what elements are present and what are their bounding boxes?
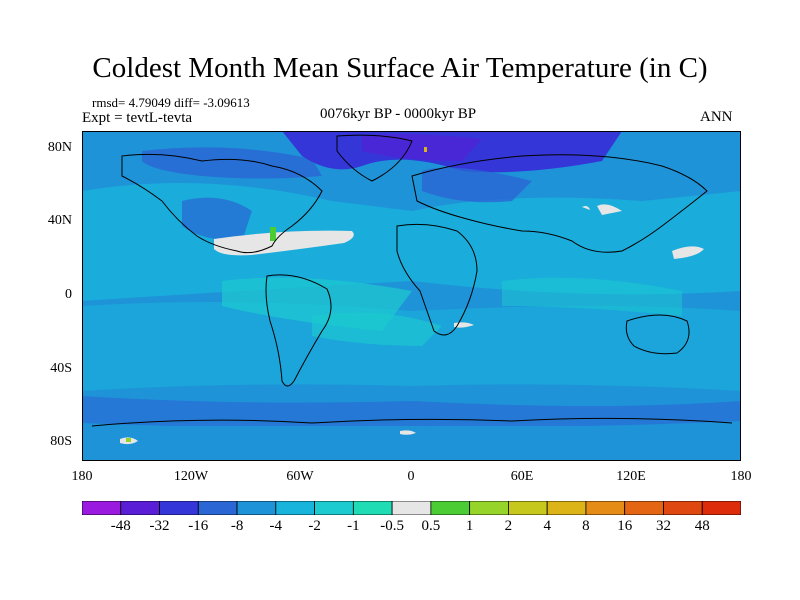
lat-label-80n: 80N <box>47 140 72 155</box>
warm-patch-arctic <box>424 147 427 152</box>
colorbar-box-7 <box>352 501 393 515</box>
lon-label-60w: 60W <box>286 469 314 484</box>
colorbar <box>82 501 741 515</box>
southern-band <box>82 302 741 391</box>
north-america-outline <box>121 153 323 254</box>
colorbar-box-1 <box>120 501 160 515</box>
africa-near-zero <box>454 322 474 328</box>
colorbar-label-1: -32 <box>149 518 170 534</box>
colorbar-label-8: 0.5 <box>421 518 441 534</box>
colorbar-label-0: -48 <box>110 518 131 534</box>
europe-cold-region <box>422 167 532 203</box>
greenland-outline <box>336 134 413 182</box>
period-subtitle: 0076kyr BP - 0000kyr BP <box>320 106 477 122</box>
colorbar-box-10 <box>469 501 509 515</box>
figure-title: Coldest Month Mean Surface Air Temperatu… <box>92 52 708 84</box>
colorbar-box-0 <box>82 501 122 515</box>
colorbar-label-14: 32 <box>656 518 671 534</box>
experiment-label: Expt = tevtL-tevta <box>82 110 193 126</box>
colorbar-box-4 <box>236 501 277 515</box>
colorbar-box-5 <box>275 501 315 515</box>
south-atlantic-patch <box>312 312 442 346</box>
colorbar-box-11 <box>508 501 548 515</box>
colorbar-label-3: -8 <box>230 518 244 534</box>
antarctic-near-zero-2 <box>400 430 416 435</box>
lon-label-0: 0 <box>407 469 415 484</box>
lat-label-40s: 40S <box>50 361 72 376</box>
australia-outline <box>625 314 690 355</box>
greenland-cold-core <box>362 134 482 161</box>
colorbar-label-7: -0.5 <box>380 518 404 534</box>
colorbar-label-4: -4 <box>269 518 283 534</box>
lon-label-60e: 60E <box>510 469 534 484</box>
lon-label-180e: 180 <box>730 469 752 484</box>
colorbar-box-6 <box>314 501 354 515</box>
indian-ocean-patch <box>502 277 682 316</box>
map-frame <box>82 131 741 461</box>
colorbar-box-15 <box>663 501 703 515</box>
lon-label-120e: 120E <box>616 469 646 484</box>
lat-label-0: 0 <box>65 287 72 302</box>
lat-label-80s: 80S <box>50 434 72 449</box>
antarctica-region <box>82 421 741 461</box>
north-america-arctic <box>142 147 322 179</box>
lon-label-180w: 180 <box>71 469 93 484</box>
africa-outline <box>396 223 478 336</box>
south-america-outline <box>265 274 332 387</box>
colorbar-box-14 <box>624 501 664 515</box>
lat-label-40n: 40N <box>47 213 72 228</box>
pacific-near-zero <box>672 246 704 259</box>
colorbar-label-10: 2 <box>504 518 513 534</box>
warm-patch-us-east <box>270 227 276 241</box>
colorbar-box-2 <box>159 501 199 515</box>
colorbar-label-6: -1 <box>347 518 360 534</box>
temperature-map <box>82 131 741 461</box>
colorbar-box-3 <box>197 501 238 515</box>
colorbar-label-2: -16 <box>188 518 209 534</box>
lon-label-120w: 120W <box>173 469 209 484</box>
colorbar-label-15: 48 <box>694 518 710 534</box>
colorbar-box-9 <box>430 501 471 515</box>
colorbar-label-12: 8 <box>582 518 590 534</box>
season-label: ANN <box>700 109 733 125</box>
coastlines <box>91 134 733 427</box>
colorbar-label-13: 16 <box>617 518 633 534</box>
north-atlantic-near-zero <box>214 230 354 256</box>
north-america-cold <box>182 197 252 241</box>
stats-text: rmsd= 4.79049 diff= -3.09613 <box>92 95 250 110</box>
colorbar-box-13 <box>585 501 626 515</box>
colorbar-label-9: 1 <box>465 518 474 534</box>
colorbar-box-8 <box>391 501 432 515</box>
colorbar-box-16 <box>701 501 741 515</box>
colorbar-label-5: -2 <box>308 518 321 534</box>
asia-near-zero-1 <box>597 204 622 215</box>
eurasia-outline <box>411 154 708 253</box>
warm-patch-antarctic <box>126 438 131 442</box>
asia-near-zero-2 <box>582 206 590 210</box>
colorbar-box-12 <box>546 501 587 515</box>
colorbar-label-11: 4 <box>543 518 551 534</box>
antarctica-outline <box>91 417 733 427</box>
